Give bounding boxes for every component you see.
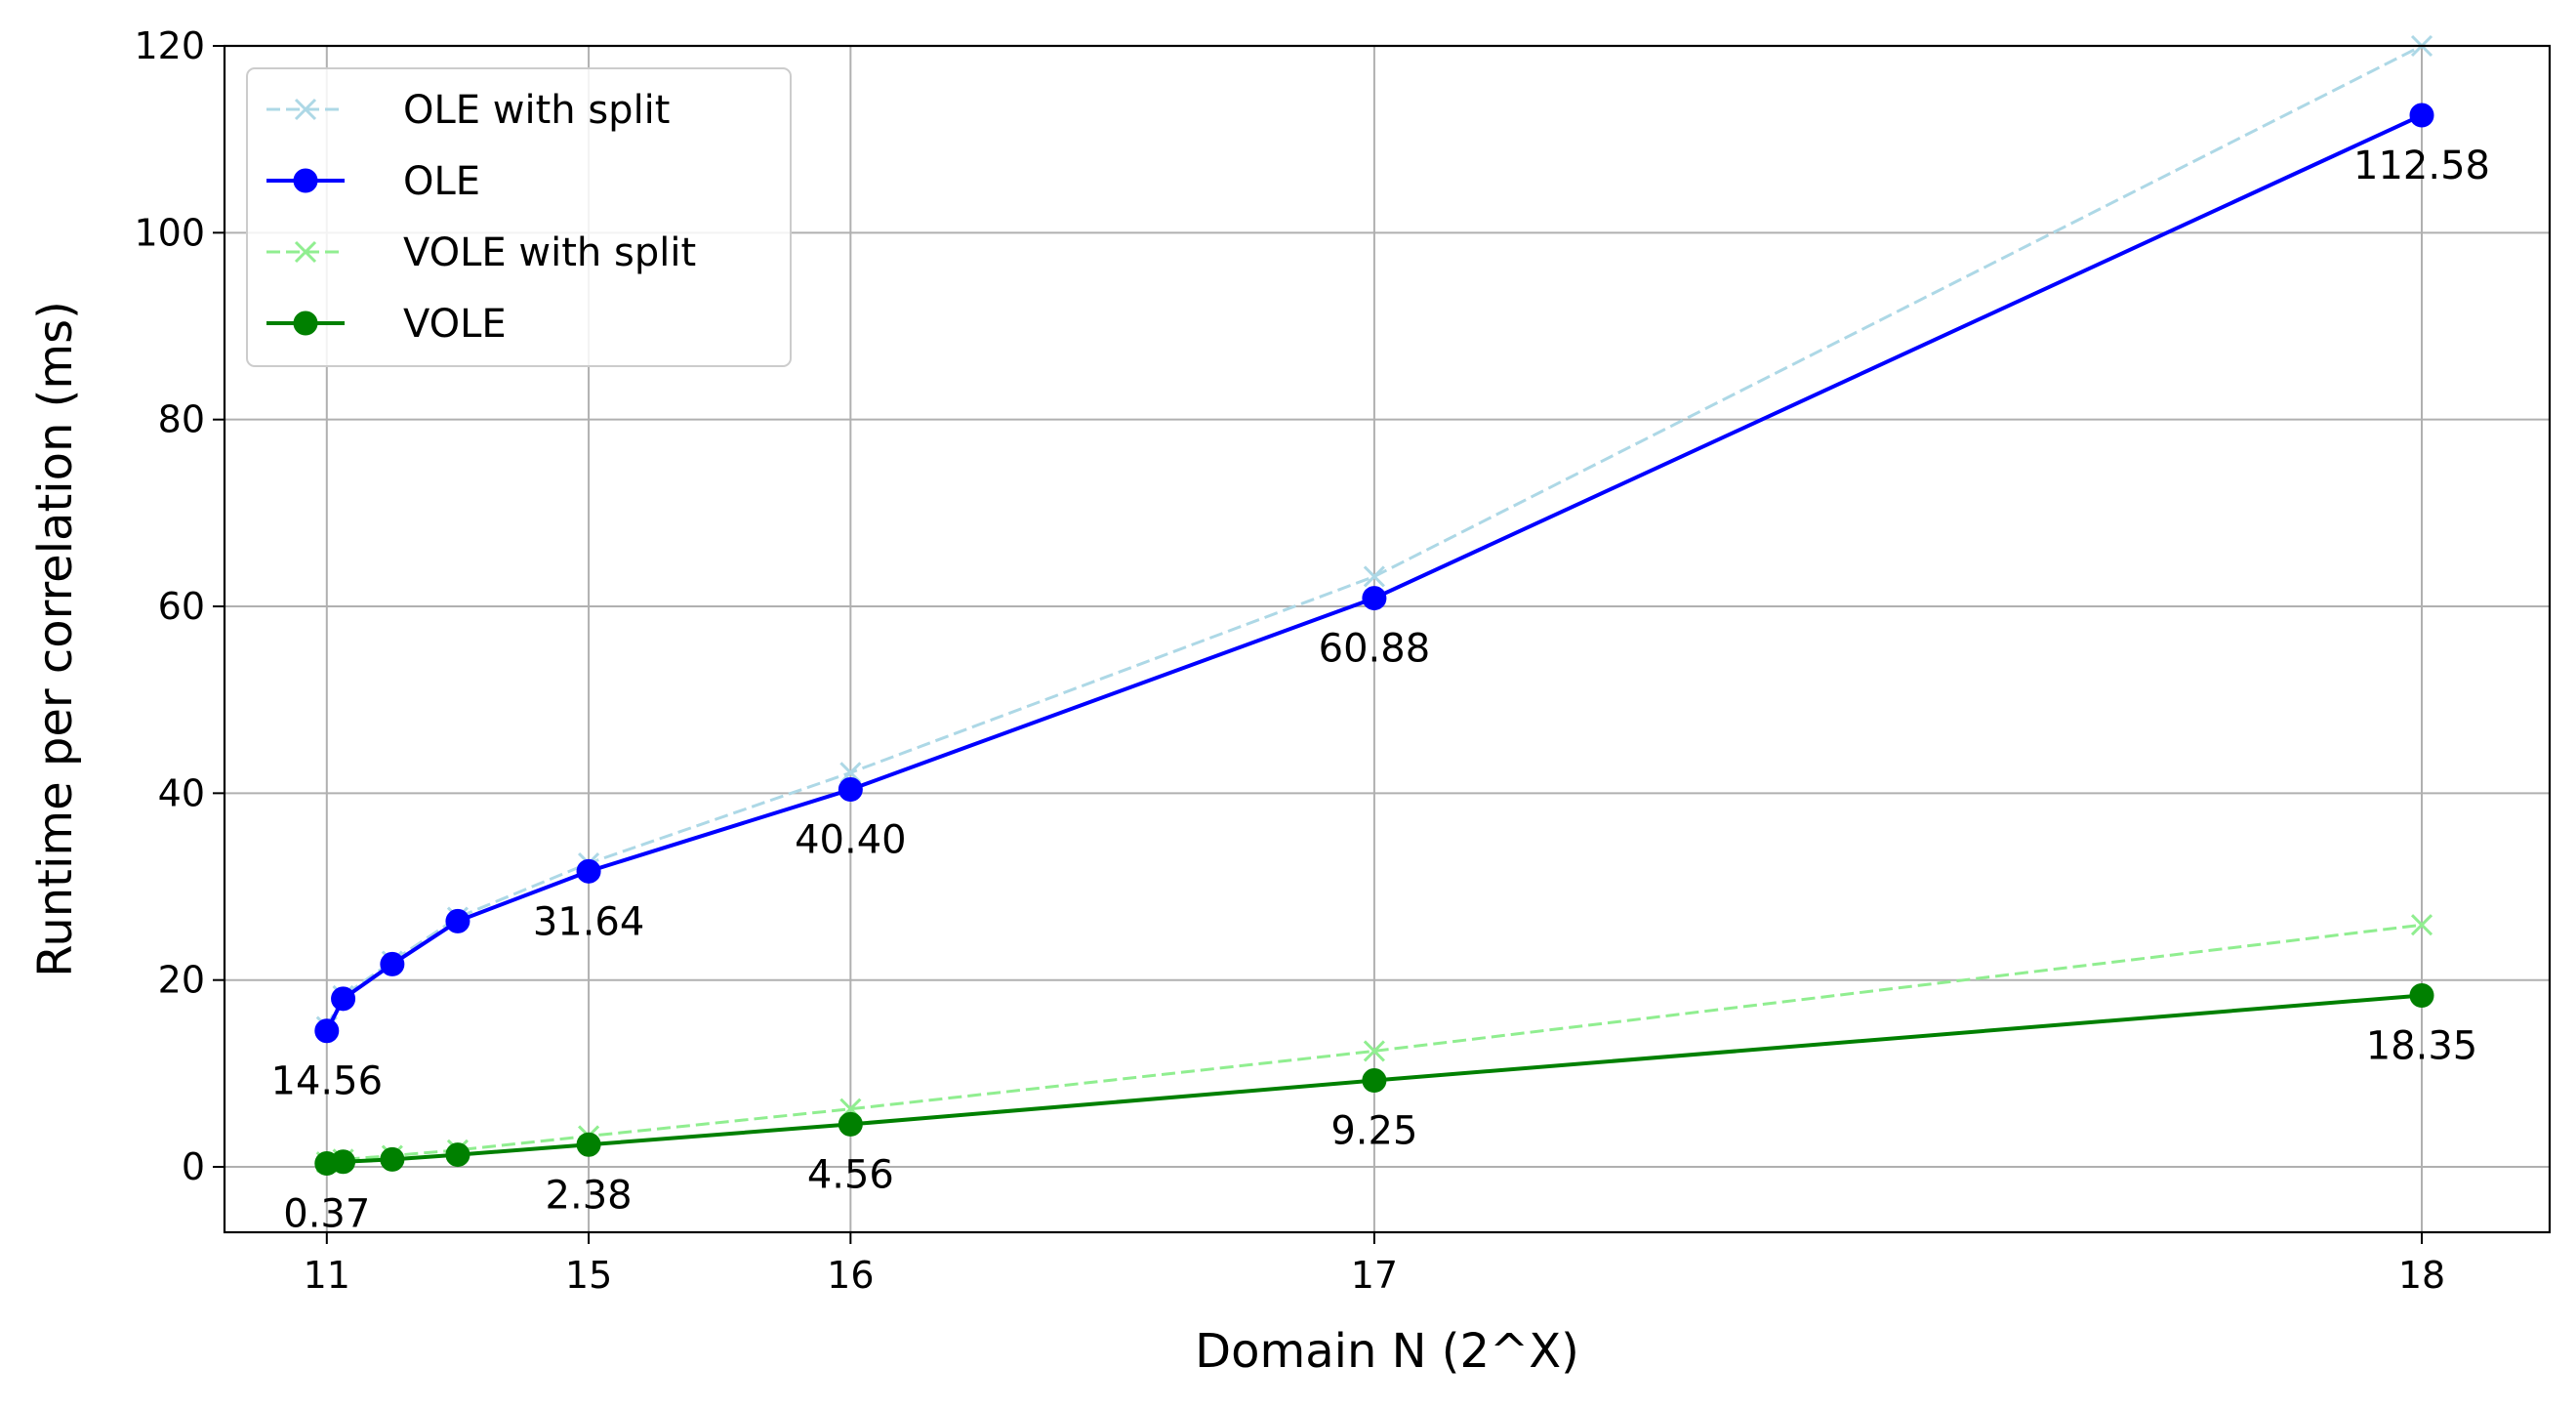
y-tick-label: 0	[182, 1145, 205, 1188]
data-point-vole	[445, 1142, 470, 1168]
legend-swatch-marker	[293, 311, 318, 336]
data-point-vole	[576, 1132, 601, 1157]
data-point-vole	[331, 1149, 356, 1175]
data-point-ole	[380, 951, 405, 976]
data-point-vole	[1362, 1068, 1387, 1094]
data-label: 9.25	[1330, 1109, 1417, 1154]
data-label: 40.40	[795, 818, 907, 863]
data-label: 2.38	[546, 1173, 633, 1218]
y-tick-label: 120	[134, 24, 205, 67]
y-tick-label: 20	[158, 959, 205, 1002]
legend: OLE with split OLE VOLE with split VOLE	[246, 67, 792, 367]
data-label: 0.37	[283, 1191, 370, 1236]
data-point-ole	[445, 908, 470, 933]
data-label: 14.56	[271, 1059, 384, 1104]
legend-item-ole: OLE	[266, 159, 480, 204]
x-tick-label: 15	[565, 1254, 612, 1297]
legend-item-vole: VOLE	[266, 302, 507, 347]
data-point-ole	[1362, 586, 1387, 611]
x-tick-label: 17	[1351, 1254, 1398, 1297]
data-point-ole	[838, 777, 863, 803]
legend-label: OLE with split	[403, 88, 670, 133]
legend-swatch-marker	[294, 240, 317, 264]
series-ole	[314, 103, 2434, 1044]
legend-label: VOLE with split	[403, 230, 696, 275]
data-point-vole	[838, 1111, 863, 1137]
data-point-vole-with-split	[2410, 914, 2433, 936]
data-labels: 14.56 31.64 40.40 60.88 112.58 0.37 2.38 4.56 9.…	[271, 144, 2490, 1237]
x-tick-label: 18	[2398, 1254, 2445, 1297]
data-point-ole	[2409, 103, 2434, 128]
legend-swatch-marker	[294, 98, 317, 121]
series-vole	[314, 982, 2434, 1176]
legend-item-ole-with-split: OLE with split	[266, 88, 670, 133]
legend-box	[246, 67, 792, 367]
data-label: 60.88	[1319, 627, 1431, 672]
data-point-ole	[331, 986, 356, 1012]
data-point-vole	[2409, 982, 2434, 1008]
x-axis-title: Domain N (2^X)	[1195, 1324, 1579, 1379]
axis-ticks: 0 20 40 60 80 100 120 11 15 16 17 18	[134, 24, 2445, 1297]
data-label: 112.58	[2353, 144, 2490, 188]
data-point-vole-with-split	[1363, 1040, 1385, 1062]
x-tick-label: 11	[304, 1254, 350, 1297]
data-label: 4.56	[807, 1152, 894, 1197]
data-point-ole	[314, 1018, 340, 1044]
legend-label: VOLE	[403, 302, 507, 347]
data-point-vole	[380, 1146, 405, 1172]
y-tick-label: 40	[158, 771, 205, 814]
data-series	[314, 34, 2434, 1176]
data-point-ole-with-split	[1363, 565, 1385, 588]
plot-frame	[223, 44, 2552, 1234]
y-axis-title: Runtime per correlation (ms)	[28, 301, 83, 977]
legend-item-vole-with-split: VOLE with split	[266, 230, 696, 275]
x-tick-label: 16	[827, 1254, 874, 1297]
data-label: 31.64	[533, 899, 645, 944]
y-tick-label: 60	[158, 585, 205, 628]
y-tick-label: 100	[134, 211, 205, 254]
legend-swatch-marker	[293, 168, 318, 193]
y-tick-label: 80	[158, 398, 205, 441]
legend-label: OLE	[403, 159, 480, 204]
data-label: 18.35	[2366, 1023, 2478, 1068]
data-point-ole	[576, 858, 601, 884]
